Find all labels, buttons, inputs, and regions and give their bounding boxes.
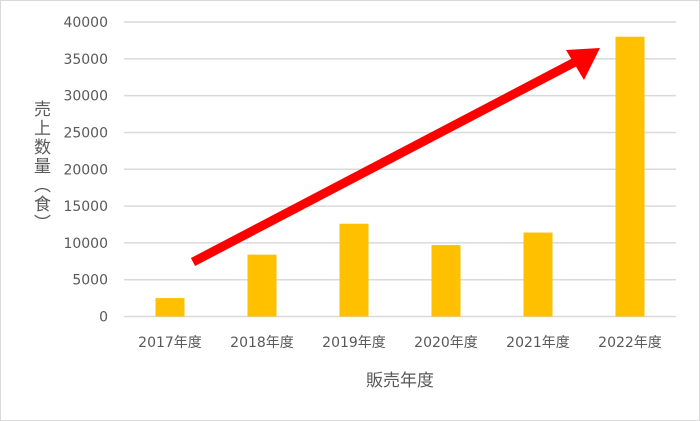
- y-tick-label: 40000: [63, 15, 108, 31]
- y-axis-title: 売上数量（食）: [30, 100, 51, 233]
- y-tick-label: 15000: [63, 199, 108, 215]
- bar-2020年度: [431, 245, 461, 317]
- bar-2021年度: [523, 232, 553, 317]
- bar-2022年度: [615, 36, 645, 317]
- x-tick-label: 2020年度: [414, 335, 478, 351]
- arrow-head: [566, 48, 600, 80]
- y-tick-label: 5000: [72, 273, 108, 289]
- y-tick-label: 35000: [63, 52, 108, 68]
- x-axis-title: 販売年度: [366, 371, 434, 391]
- bar-2018年度: [247, 254, 277, 317]
- bar-2019年度: [339, 223, 369, 317]
- y-tick-label: 10000: [63, 236, 108, 252]
- x-tick-label: 2021年度: [506, 335, 570, 351]
- trend-up-arrow: [190, 48, 600, 266]
- y-tick-label: 25000: [63, 125, 108, 141]
- bar-2017年度: [155, 298, 185, 317]
- x-tick-label: 2017年度: [138, 335, 202, 351]
- arrow-shaft: [190, 58, 578, 266]
- x-tick-label: 2019年度: [322, 335, 386, 351]
- x-tick-label: 2022年度: [598, 335, 662, 351]
- x-tick-label: 2018年度: [230, 335, 294, 351]
- y-tick-label: 30000: [63, 89, 108, 105]
- y-tick-label: 0: [99, 310, 108, 326]
- y-tick-label: 20000: [63, 162, 108, 178]
